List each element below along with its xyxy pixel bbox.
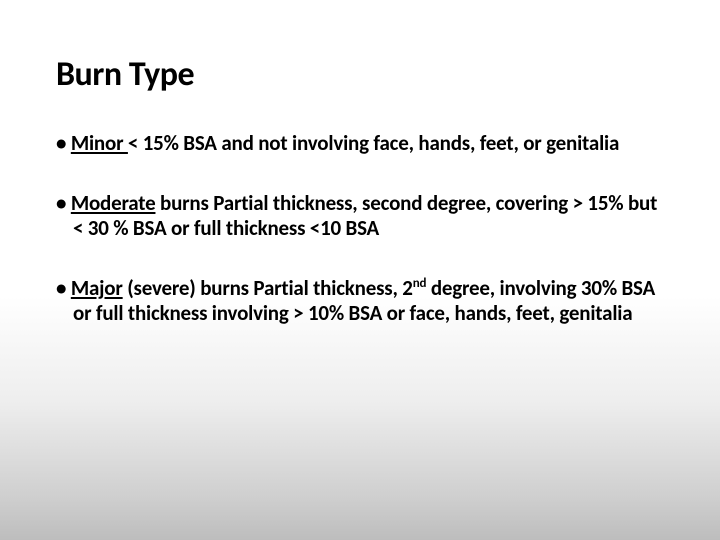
bullet-item-moderate: Moderate burns Partial thickness, second… (56, 191, 664, 242)
text-minor: < 15% BSA and not involving face, hands,… (128, 130, 619, 156)
term-minor: Minor (71, 130, 128, 156)
bullet-item-minor: Minor < 15% BSA and not involving face, … (56, 131, 664, 157)
slide-title: Burn Type (56, 54, 664, 95)
text-major-a: (severe) burns Partial thickness, 2 (123, 275, 413, 301)
term-major: Major (71, 275, 123, 301)
superscript-nd: nd (413, 276, 427, 291)
term-moderate: Moderate (71, 190, 156, 216)
bullet-list: Minor < 15% BSA and not involving face, … (56, 131, 664, 327)
slide: Burn Type Minor < 15% BSA and not involv… (0, 0, 720, 540)
bullet-item-major: Major (severe) burns Partial thickness, … (56, 276, 664, 327)
text-moderate: burns Partial thickness, second degree, … (73, 190, 657, 242)
